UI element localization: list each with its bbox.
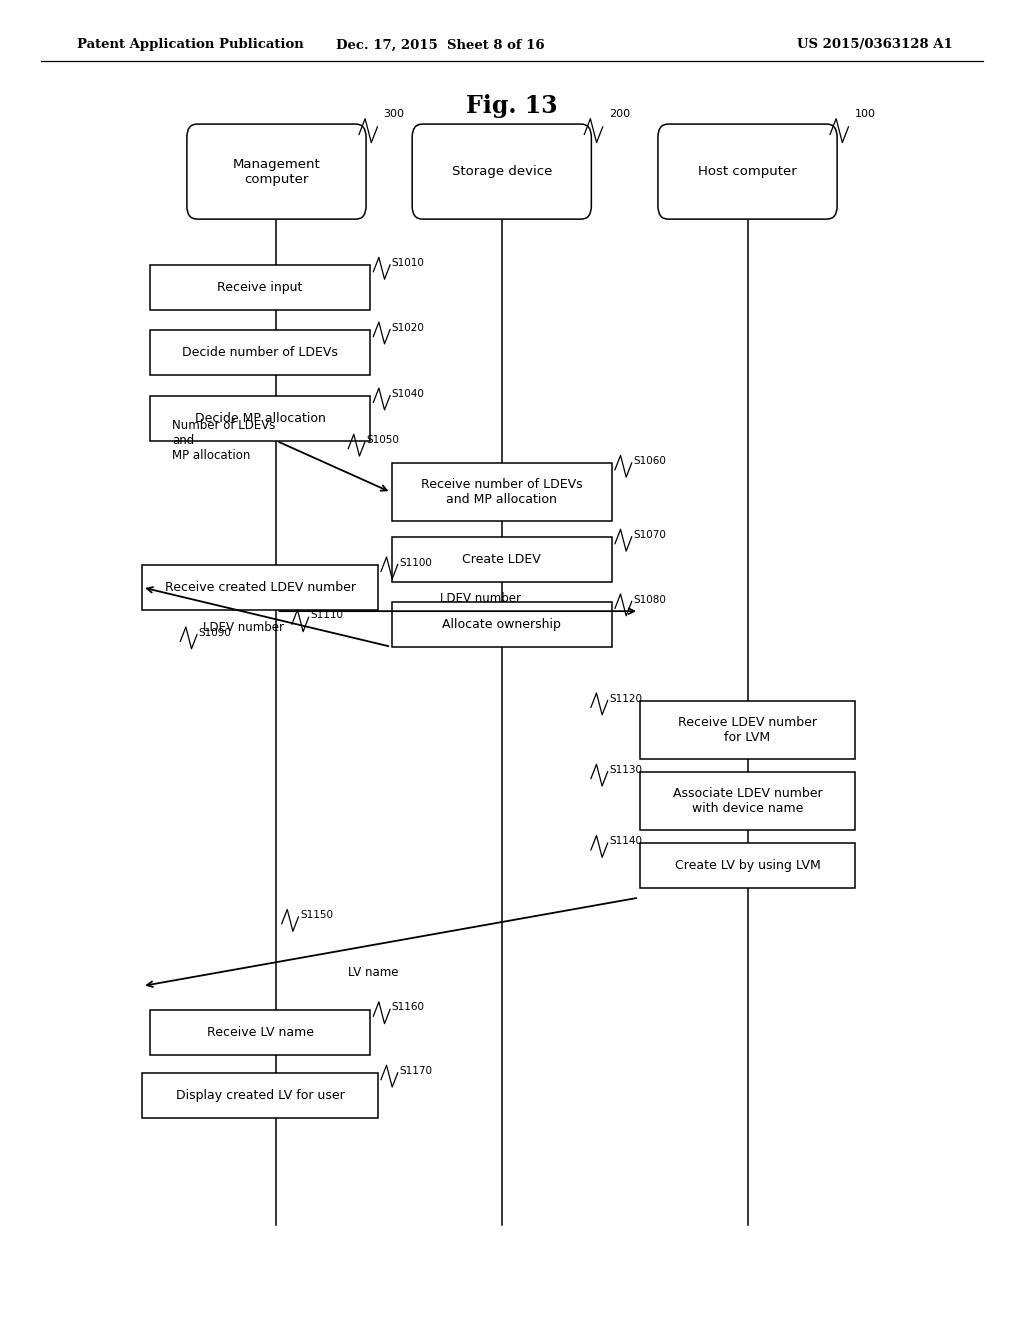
Text: S1100: S1100 (399, 557, 432, 568)
Text: S1020: S1020 (391, 322, 425, 333)
Text: S1160: S1160 (391, 1002, 425, 1012)
Text: Number of LDEVs
and
MP allocation: Number of LDEVs and MP allocation (172, 418, 275, 462)
Text: S1130: S1130 (609, 764, 642, 775)
Text: S1050: S1050 (367, 434, 399, 445)
Text: Receive input: Receive input (217, 281, 303, 294)
Text: Create LDEV: Create LDEV (463, 553, 541, 566)
Text: 100: 100 (854, 108, 876, 119)
Bar (391, 602, 612, 647)
Bar (151, 396, 371, 441)
Bar (640, 772, 855, 830)
Text: S1080: S1080 (633, 594, 667, 605)
Text: S1120: S1120 (609, 693, 642, 704)
Text: LDEV number: LDEV number (203, 620, 284, 634)
Text: Decide MP allocation: Decide MP allocation (195, 412, 326, 425)
Text: Receive number of LDEVs
and MP allocation: Receive number of LDEVs and MP allocatio… (421, 478, 583, 507)
Text: Display created LV for user: Display created LV for user (176, 1089, 344, 1102)
Bar (142, 565, 378, 610)
Bar (142, 1073, 378, 1118)
Text: Receive LDEV number
for LVM: Receive LDEV number for LVM (678, 715, 817, 744)
Text: S1010: S1010 (391, 257, 425, 268)
Text: Dec. 17, 2015  Sheet 8 of 16: Dec. 17, 2015 Sheet 8 of 16 (336, 38, 545, 51)
Text: S1060: S1060 (633, 455, 667, 466)
Text: Patent Application Publication: Patent Application Publication (77, 38, 303, 51)
Text: Decide number of LDEVs: Decide number of LDEVs (182, 346, 338, 359)
Bar (151, 330, 371, 375)
Bar (640, 843, 855, 888)
Text: S1110: S1110 (310, 610, 343, 620)
Text: LV name: LV name (348, 966, 398, 979)
Bar (640, 701, 855, 759)
Text: Associate LDEV number
with device name: Associate LDEV number with device name (673, 787, 822, 816)
Bar (151, 265, 371, 310)
FancyBboxPatch shape (657, 124, 837, 219)
Text: Allocate ownership: Allocate ownership (442, 618, 561, 631)
Text: S1150: S1150 (300, 909, 333, 920)
Text: S1170: S1170 (399, 1065, 432, 1076)
Bar (391, 537, 612, 582)
Text: Management
computer: Management computer (232, 157, 321, 186)
Text: 300: 300 (384, 108, 404, 119)
Bar (391, 463, 612, 521)
FancyBboxPatch shape (412, 124, 591, 219)
Text: Receive LV name: Receive LV name (207, 1026, 313, 1039)
Text: 200: 200 (608, 108, 630, 119)
Text: S1070: S1070 (633, 529, 667, 540)
Text: US 2015/0363128 A1: US 2015/0363128 A1 (797, 38, 952, 51)
Text: LDEV number: LDEV number (440, 591, 521, 605)
Text: Host computer: Host computer (698, 165, 797, 178)
Text: Fig. 13: Fig. 13 (466, 94, 558, 117)
Text: S1040: S1040 (391, 388, 425, 399)
Text: Create LV by using LVM: Create LV by using LVM (675, 859, 820, 873)
Text: Receive created LDEV number: Receive created LDEV number (165, 581, 355, 594)
Text: Storage device: Storage device (452, 165, 552, 178)
Text: S1140: S1140 (609, 836, 642, 846)
Bar (151, 1010, 371, 1055)
FancyBboxPatch shape (186, 124, 367, 219)
Text: S1090: S1090 (199, 627, 231, 638)
